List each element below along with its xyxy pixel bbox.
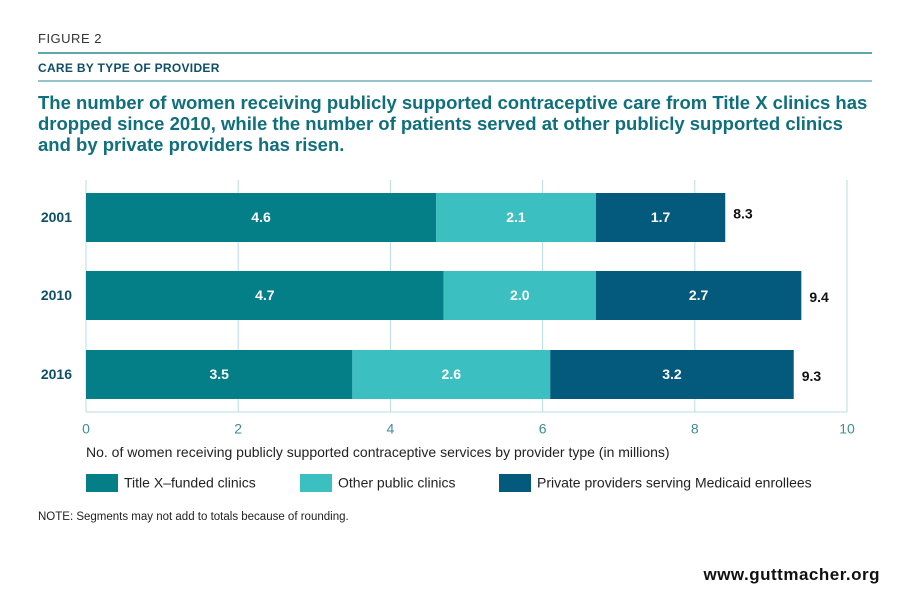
data-label: 4.6: [251, 209, 271, 225]
data-label: 2.1: [506, 209, 526, 225]
y-tick-label: 2001: [41, 209, 72, 225]
total-label: 9.4: [809, 289, 829, 305]
x-axis-label: No. of women receiving publicly supporte…: [86, 444, 670, 460]
x-tick-label: 10: [839, 421, 855, 437]
x-tick-label: 0: [82, 421, 90, 437]
bar-segment: [86, 350, 353, 399]
y-tick-label: 2010: [41, 287, 72, 303]
data-label: 2.0: [510, 287, 530, 303]
bar-segment: [86, 271, 444, 320]
subtitle: CARE BY TYPE OF PROVIDER: [38, 61, 220, 75]
source: www.guttmacher.org: [703, 565, 880, 584]
bar-segment: [352, 350, 551, 399]
legend-swatch: [86, 474, 118, 492]
y-tick-label: 2016: [41, 366, 72, 382]
bar-segment: [86, 193, 437, 242]
note: NOTE: Segments may not add to totals bec…: [38, 511, 349, 523]
legend-label: Private providers serving Medicaid enrol…: [537, 475, 812, 491]
legend-swatch: [300, 474, 332, 492]
x-tick-label: 2: [234, 421, 242, 437]
bar-segment: [443, 271, 596, 320]
x-tick-label: 6: [539, 421, 547, 437]
legend-swatch: [499, 474, 531, 492]
total-label: 9.3: [802, 368, 822, 384]
x-tick-label: 4: [387, 421, 395, 437]
total-label: 8.3: [733, 206, 753, 222]
data-label: 1.7: [651, 209, 671, 225]
bar-segment: [595, 193, 726, 242]
x-tick-label: 8: [691, 421, 699, 437]
legend-label: Other public clinics: [338, 475, 456, 491]
bar-segment: [595, 271, 802, 320]
bar-segment: [436, 193, 596, 242]
data-label: 2.7: [689, 287, 709, 303]
chart-title: The number of women receiving publicly s…: [38, 92, 868, 155]
data-label: 3.5: [209, 366, 229, 382]
legend-label: Title X–funded clinics: [124, 475, 256, 491]
data-label: 2.6: [442, 366, 462, 382]
data-label: 4.7: [255, 287, 275, 303]
figure-label: FIGURE 2: [38, 31, 102, 46]
data-label: 3.2: [662, 366, 682, 382]
bar-segment: [550, 350, 794, 399]
